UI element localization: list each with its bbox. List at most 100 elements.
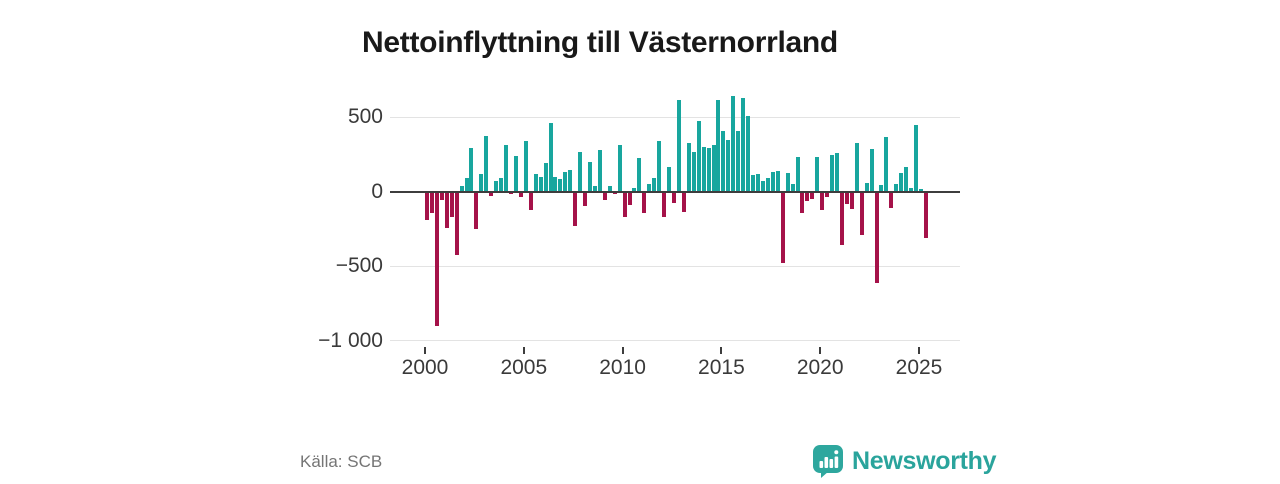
bar bbox=[573, 191, 578, 227]
newsworthy-wordmark: Newsworthy bbox=[852, 447, 997, 475]
bar bbox=[647, 184, 652, 192]
bar bbox=[899, 173, 904, 192]
bar bbox=[637, 158, 642, 192]
bar bbox=[528, 191, 533, 211]
bar bbox=[751, 174, 756, 192]
bar bbox=[721, 131, 726, 192]
bar bbox=[736, 131, 741, 192]
bar bbox=[543, 163, 548, 192]
bar bbox=[612, 191, 617, 194]
bar bbox=[800, 191, 805, 214]
bar bbox=[553, 177, 558, 192]
gridline--1000 bbox=[390, 340, 960, 341]
bar bbox=[602, 191, 607, 200]
x-axis-label: 2020 bbox=[796, 356, 844, 379]
bar bbox=[563, 171, 568, 192]
bar bbox=[726, 139, 731, 192]
bar bbox=[607, 185, 612, 192]
chart-title: Nettoinflyttning till Västernorrland bbox=[362, 26, 838, 60]
x-axis-label: 2010 bbox=[599, 356, 646, 379]
bar bbox=[622, 191, 627, 217]
bar bbox=[780, 191, 785, 263]
bar bbox=[464, 178, 469, 192]
bar bbox=[518, 191, 523, 198]
x-axis-label: 2005 bbox=[500, 356, 548, 379]
bar bbox=[795, 156, 800, 192]
bar bbox=[676, 99, 681, 192]
bar bbox=[711, 144, 716, 192]
x-tick-2025 bbox=[918, 347, 920, 354]
x-tick-2005 bbox=[522, 347, 525, 354]
bar bbox=[805, 191, 810, 201]
bar bbox=[508, 191, 513, 194]
bar bbox=[760, 180, 765, 192]
bar bbox=[578, 151, 583, 192]
bar bbox=[909, 187, 914, 192]
bar bbox=[632, 187, 637, 192]
bar bbox=[815, 156, 820, 192]
bar bbox=[755, 174, 760, 192]
x-tick-2010 bbox=[621, 347, 624, 354]
bar bbox=[854, 143, 859, 192]
bar bbox=[523, 140, 528, 192]
bar bbox=[820, 191, 825, 211]
y-axis-label: 500 bbox=[347, 105, 383, 128]
bar bbox=[434, 191, 439, 327]
gridline--500 bbox=[390, 265, 960, 267]
bar bbox=[449, 191, 454, 217]
bar bbox=[499, 178, 504, 192]
bar bbox=[716, 99, 721, 192]
bar bbox=[484, 136, 489, 192]
y-axis-label: −500 bbox=[335, 254, 383, 277]
bar bbox=[844, 191, 849, 205]
y-axis-label: 0 bbox=[371, 179, 383, 203]
bar bbox=[479, 174, 484, 192]
bar bbox=[746, 116, 751, 192]
newsworthy-logo: Newsworthy bbox=[812, 444, 997, 479]
bar bbox=[923, 191, 928, 239]
bar bbox=[686, 143, 691, 192]
bar bbox=[642, 191, 647, 214]
bar bbox=[568, 169, 573, 192]
bar bbox=[672, 191, 676, 204]
bar bbox=[489, 191, 494, 196]
bar bbox=[889, 191, 894, 209]
x-axis-label: 2015 bbox=[698, 356, 745, 379]
bar bbox=[904, 166, 909, 192]
bar bbox=[790, 184, 795, 192]
bar bbox=[429, 191, 434, 214]
y-axis-label: −1 000 bbox=[318, 328, 383, 352]
source-caption: Källa: SCB bbox=[300, 452, 383, 471]
bar bbox=[533, 173, 538, 192]
x-axis-label: 2025 bbox=[895, 356, 943, 379]
newsworthy-logo-icon bbox=[812, 444, 844, 479]
bar bbox=[583, 191, 588, 207]
bar bbox=[691, 151, 696, 192]
bar bbox=[425, 191, 429, 220]
bar bbox=[770, 172, 775, 192]
bar bbox=[474, 191, 479, 230]
x-tick-2015 bbox=[720, 347, 723, 354]
bar bbox=[701, 146, 706, 192]
x-tick-2020 bbox=[819, 347, 822, 354]
bar bbox=[588, 161, 593, 192]
bar bbox=[765, 177, 770, 192]
zero-axis-line bbox=[390, 190, 960, 193]
bar bbox=[667, 166, 672, 192]
bar bbox=[494, 181, 499, 192]
bar bbox=[439, 191, 444, 201]
bar bbox=[706, 148, 711, 192]
bar bbox=[652, 178, 657, 192]
bar bbox=[504, 145, 509, 192]
bar bbox=[538, 177, 543, 192]
bar bbox=[459, 186, 464, 192]
bar bbox=[592, 185, 597, 192]
bar bbox=[775, 170, 780, 192]
bar bbox=[839, 191, 844, 245]
x-axis-label: 2000 bbox=[401, 356, 449, 379]
gridline-500 bbox=[390, 116, 960, 118]
bar bbox=[657, 140, 662, 192]
bar bbox=[731, 96, 736, 192]
bar bbox=[548, 122, 553, 192]
bar bbox=[469, 148, 474, 192]
